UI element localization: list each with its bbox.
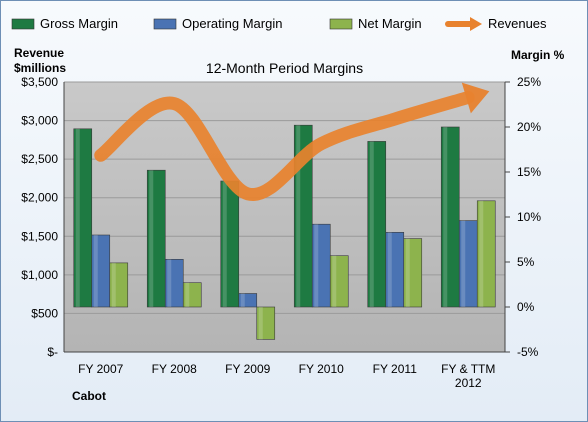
bar-highlight: [75, 128, 80, 307]
bar-net-margin: [329, 255, 349, 308]
bar-highlight: [461, 220, 466, 307]
chart-title: 12-Month Period Margins: [206, 60, 363, 76]
bar-highlight: [479, 200, 484, 307]
left-tick-label: $500: [31, 306, 58, 320]
bar-highlight: [93, 235, 98, 307]
legend-swatch-gross-margin: [11, 18, 35, 30]
bar-gross-margin: [146, 169, 166, 308]
right-tick-label: -5%: [517, 345, 539, 359]
revenue-line: [94, 90, 475, 201]
category-label: FY 2008: [152, 362, 197, 376]
bar-gross-margin: [73, 128, 93, 308]
bar-highlight: [387, 232, 392, 307]
bar-gross-margin: [367, 141, 387, 308]
category-label: FY 2009: [225, 362, 270, 376]
left-tick-label: $2,500: [21, 152, 58, 166]
company-label: Cabot: [72, 389, 106, 403]
bar-highlight: [222, 181, 227, 307]
right-tick-label: 25%: [517, 75, 541, 89]
bar-highlight: [167, 259, 172, 307]
legend-label-net-margin: Net Margin: [358, 16, 422, 31]
left-tick-label: $2,000: [21, 191, 58, 205]
bar-highlight: [405, 238, 410, 307]
right-axis-title: Margin %: [511, 48, 565, 62]
legend-label-gross-margin: Gross Margin: [40, 16, 118, 31]
right-tick-label: 0%: [517, 300, 535, 314]
bar-net-margin: [109, 262, 129, 308]
left-tick-label: $1,000: [21, 268, 58, 282]
legend-arrowhead: [470, 17, 482, 31]
bar-highlight: [443, 127, 448, 307]
category-label: FY & TTM: [441, 362, 495, 376]
category-label: 2012: [455, 376, 482, 390]
right-tick-label: 15%: [517, 165, 541, 179]
bar-highlight: [369, 141, 374, 307]
bar-net-margin: [403, 238, 423, 308]
category-label: FY 2011: [373, 362, 418, 376]
legend-swatch-net-margin: [329, 18, 353, 30]
right-tick-label: 5%: [517, 255, 535, 269]
bar-highlight: [149, 170, 154, 307]
left-tick-label: $3,000: [21, 114, 58, 128]
bar-highlight: [296, 125, 301, 307]
bar-net-margin: [256, 306, 276, 340]
bar-highlight: [258, 307, 263, 340]
left-tick-label: $1,500: [21, 229, 58, 243]
left-axis-title: Revenue: [14, 46, 64, 60]
bar-highlight: [111, 262, 116, 307]
bar-net-margin: [182, 282, 202, 308]
category-label: FY 2007: [78, 362, 123, 376]
bar-operating-margin: [238, 293, 258, 308]
bar-highlight: [332, 255, 337, 307]
right-tick-label: 20%: [517, 120, 541, 134]
left-axis-title: $millions: [14, 61, 66, 75]
bar-highlight: [185, 282, 190, 307]
bar-gross-margin: [440, 126, 460, 308]
legend-swatch-operating-margin: [153, 18, 177, 30]
legend-label-operating-margin: Operating Margin: [182, 16, 282, 31]
left-tick-label: $3,500: [21, 75, 58, 89]
left-tick-label: $-: [47, 345, 58, 359]
legend-label-revenues: Revenues: [488, 16, 547, 31]
revenue-arrowhead: [461, 82, 490, 114]
category-label: FY 2010: [299, 362, 344, 376]
bar-highlight: [314, 224, 319, 307]
bar-highlight: [240, 293, 245, 307]
right-tick-label: 10%: [517, 210, 541, 224]
bar-net-margin: [476, 200, 496, 308]
